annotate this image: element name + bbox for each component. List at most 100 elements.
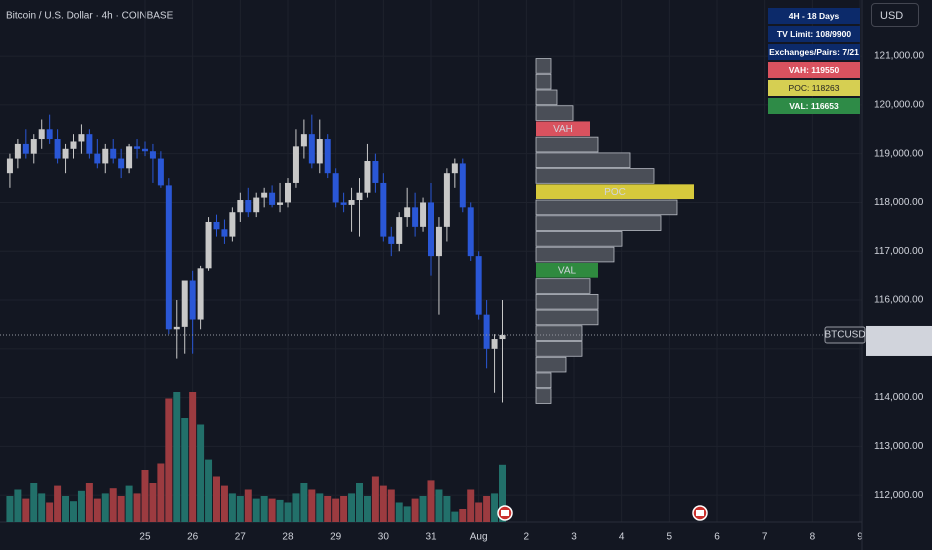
volume-bar <box>411 498 419 522</box>
profile-bar <box>536 184 694 200</box>
candle-body <box>316 139 323 164</box>
candle-body <box>269 192 276 205</box>
volume-bar <box>236 496 244 522</box>
profile-bar <box>535 388 552 404</box>
volume-bar <box>149 483 157 522</box>
currency-button[interactable]: USD <box>871 3 919 27</box>
x-tick-label: 26 <box>187 532 199 543</box>
info-row: VAH: 119550 <box>768 62 860 78</box>
volume-bar <box>244 489 252 522</box>
volume-bar <box>308 489 316 522</box>
y-tick-label: 117,000.00 <box>874 246 924 257</box>
volume-bar <box>125 485 133 522</box>
info-row: 4H - 18 Days <box>768 8 860 24</box>
candle-body <box>475 256 482 315</box>
profile-bar <box>535 152 631 169</box>
volume-bar <box>220 485 228 522</box>
profile-bar <box>535 168 655 184</box>
info-table: 4H - 18 Days TV Limit: 108/9900 Exchange… <box>768 8 860 116</box>
x-tick-label: 31 <box>425 532 437 543</box>
x-tick-label: 29 <box>330 532 342 543</box>
y-tick-label: 114,000.00 <box>874 392 924 403</box>
candle-body <box>380 182 387 237</box>
volume-bar <box>379 485 387 522</box>
candle-body <box>221 229 228 237</box>
candle-body <box>388 236 395 244</box>
volume-bar <box>427 480 435 522</box>
volume-bar <box>62 496 70 522</box>
profile-bar <box>535 293 599 310</box>
profile-bar <box>535 278 591 294</box>
candle-body <box>428 202 434 257</box>
volume-bar <box>46 502 54 522</box>
volume-bar <box>85 483 93 522</box>
price-tag <box>866 325 932 356</box>
candle-body <box>499 334 506 340</box>
candle-body <box>292 146 299 183</box>
volume-bar <box>54 485 62 522</box>
candle-body <box>324 139 331 174</box>
profile-bar <box>535 231 623 247</box>
event-flag-inner <box>696 510 704 516</box>
y-tick-label: 113,000.00 <box>874 441 924 452</box>
candle-body <box>189 280 196 320</box>
x-tick-label: 5 <box>667 532 673 543</box>
candle-body <box>420 202 427 227</box>
volume-bar <box>252 498 260 522</box>
volume-bar <box>260 496 268 522</box>
profile-bar <box>536 262 598 278</box>
profile-bar <box>535 58 552 74</box>
info-row: VAL: 116653 <box>768 98 860 114</box>
volume-bar <box>173 392 181 522</box>
candle-body <box>451 163 458 174</box>
candle-body <box>38 129 45 140</box>
candle-body <box>30 139 37 154</box>
profile-label: VAH <box>553 124 573 135</box>
profile-bar <box>535 246 615 263</box>
y-tick-label: 120,000.00 <box>874 100 924 111</box>
candle-body <box>54 139 61 159</box>
chart-title: Bitcoin / U.S. Dollar · 4h · COINBASE <box>6 11 174 22</box>
x-tick-label: 3 <box>571 532 577 543</box>
candle-body <box>46 129 53 140</box>
candle-body <box>404 207 411 218</box>
candle-body <box>181 280 188 327</box>
candle-body <box>118 158 125 169</box>
volume-bar <box>268 498 276 522</box>
profile-bar <box>535 199 678 216</box>
candle-body <box>165 185 172 330</box>
candle-body <box>62 148 69 159</box>
x-tick-label: 28 <box>282 532 294 543</box>
volume-bar <box>475 502 483 522</box>
volume-bar <box>371 476 379 522</box>
profile-label: VAL <box>558 265 577 276</box>
volume-bar <box>197 424 205 522</box>
volume-bar <box>340 496 348 522</box>
candle-body <box>237 200 244 213</box>
candle-body <box>134 146 141 149</box>
candle-body <box>253 197 260 213</box>
volume-bar <box>189 392 197 522</box>
candle-body <box>284 182 291 203</box>
candle-body <box>110 148 117 159</box>
candle-body <box>102 148 109 164</box>
profile-bar <box>535 372 552 389</box>
profile-bar <box>535 89 558 106</box>
profile-bar <box>535 105 574 121</box>
x-tick-label: 6 <box>714 532 720 543</box>
volume-bar <box>292 493 300 522</box>
candle-body <box>340 202 347 205</box>
profile-bar <box>535 325 583 341</box>
candle-body <box>78 134 85 142</box>
y-tick-label: 116,000.00 <box>874 295 924 306</box>
candle-body <box>205 221 212 269</box>
volume-bar <box>316 493 324 522</box>
volume-bar <box>93 498 101 522</box>
volume-bar <box>109 488 117 522</box>
profile-bar <box>535 215 662 231</box>
volume-bar <box>181 418 189 522</box>
candle-body <box>443 173 450 227</box>
candle-body <box>149 151 156 159</box>
volume-bar <box>157 463 165 522</box>
